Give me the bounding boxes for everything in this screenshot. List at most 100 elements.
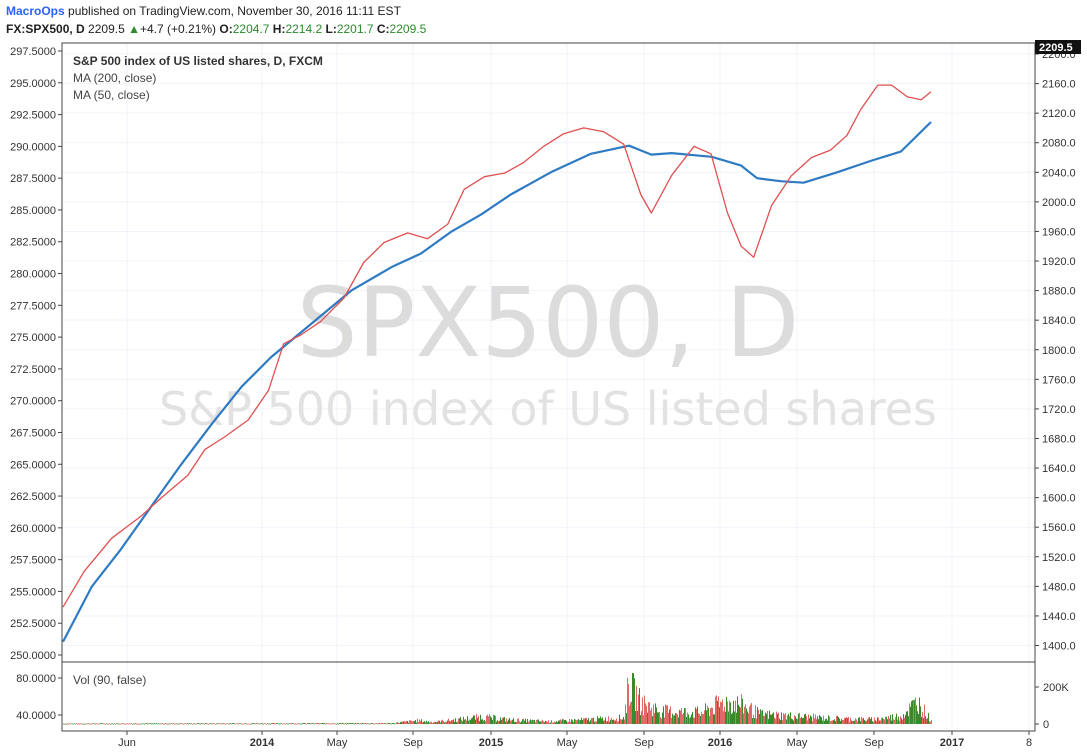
volume-bar — [202, 723, 203, 725]
volume-bar — [401, 721, 402, 724]
volume-bar — [131, 723, 132, 725]
volume-bar — [243, 723, 244, 725]
volume-bar — [776, 711, 777, 724]
volume-bar — [855, 718, 856, 724]
right-tick-label: 1880.0 — [1042, 286, 1076, 298]
volume-bar — [372, 722, 373, 724]
volume-bar — [613, 719, 614, 724]
volume-bar — [258, 723, 259, 725]
volume-bar — [597, 716, 598, 724]
volume-bar — [341, 723, 342, 724]
volume-bar — [347, 723, 348, 724]
chart-legend: S&P 500 index of US listed shares, D, FX… — [73, 54, 323, 102]
volume-bar — [660, 717, 661, 724]
legend-ma50[interactable]: MA (50, close) — [73, 88, 150, 102]
volume-bar — [275, 723, 276, 725]
volume-bar — [718, 696, 719, 724]
volume-bar — [659, 712, 660, 724]
volume-bar — [821, 717, 822, 724]
volume-bar — [420, 720, 421, 724]
volume-bar — [615, 720, 616, 724]
volume-bar — [565, 719, 566, 724]
volume-bar — [907, 711, 908, 724]
volume-bar — [914, 700, 915, 724]
volume-bar — [114, 723, 115, 725]
volume-bar — [424, 721, 425, 724]
volume-bar — [632, 672, 633, 724]
volume-bar — [171, 723, 172, 725]
volume-bar — [443, 720, 444, 724]
left-tick-label: 257.5000 — [10, 555, 56, 567]
volume-bar — [576, 720, 577, 724]
volume-bar — [591, 718, 592, 724]
volume-bar — [825, 719, 826, 724]
volume-bar — [709, 715, 710, 724]
volume-bar — [495, 716, 496, 724]
volume-bar — [594, 721, 595, 724]
volume-bar — [696, 709, 697, 724]
volume-bar — [306, 723, 307, 725]
volume-bar — [867, 719, 868, 724]
volume-bar — [707, 705, 708, 724]
time-axis[interactable]: Jun 2014 May Sep 2015 May Sep 2016 May Sep 2017 8 — [118, 731, 1032, 749]
volume-bar — [129, 723, 130, 725]
volume-bar — [813, 713, 814, 724]
volume-bar — [240, 723, 241, 725]
volume-bar — [570, 722, 571, 724]
right-price-axis[interactable]: 2200.02160.02120.02080.02040.02000.01960… — [1035, 49, 1076, 653]
volume-bar — [736, 712, 737, 724]
left-price-axis[interactable]: 297.5000 295.0000 292.5000 290.0000 287.5000… — [10, 46, 62, 662]
volume-bar — [381, 722, 382, 724]
volume-bar — [531, 720, 532, 724]
volume-bar — [325, 723, 326, 725]
legend-ma200[interactable]: MA (200, close) — [73, 71, 156, 85]
volume-bar — [318, 723, 319, 724]
volume-bar — [405, 721, 406, 724]
volume-bar — [503, 717, 504, 724]
volume-bar — [136, 723, 137, 725]
volume-bar — [929, 721, 930, 724]
volume-bar — [363, 723, 364, 725]
volume-bar — [506, 718, 507, 724]
volume-bar — [692, 711, 693, 724]
volume-bar — [902, 719, 903, 724]
volume-bar — [272, 723, 273, 724]
volume-bar — [790, 712, 791, 724]
volume-bar — [911, 701, 912, 724]
volume-bar — [702, 714, 703, 724]
volume-bar — [461, 719, 462, 724]
volume-bar — [474, 715, 475, 724]
volume-bar — [904, 717, 905, 724]
volume-bar — [745, 704, 746, 724]
volume-bar — [437, 721, 438, 724]
volume-bar — [342, 722, 343, 724]
volume-bar — [663, 706, 664, 724]
volume-legend[interactable]: Vol (90, false) — [73, 673, 146, 687]
volume-bar — [330, 723, 331, 725]
volume-bar — [449, 720, 450, 724]
volume-bar — [483, 720, 484, 724]
volume-bar — [254, 723, 255, 725]
volume-bar — [882, 717, 883, 724]
volume-bar — [390, 723, 391, 725]
volume-bar — [182, 723, 183, 725]
volume-bar — [733, 700, 734, 724]
volume-bar — [631, 701, 632, 724]
volume-bar — [77, 723, 78, 725]
volume-bar — [746, 708, 747, 724]
volume-bar — [400, 722, 401, 724]
volume-bar — [810, 715, 811, 724]
volume-bar — [415, 719, 416, 724]
volume-bar — [803, 718, 804, 724]
time-tick-label: Sep — [403, 737, 423, 749]
volume-bar — [668, 712, 669, 724]
volume-bar — [769, 710, 770, 724]
volume-bar — [773, 712, 774, 724]
volume-bar — [387, 723, 388, 725]
volume-bar — [701, 711, 702, 724]
volume-bar — [671, 718, 672, 724]
high-value: 2214.2 — [285, 22, 323, 36]
volume-bar — [815, 714, 816, 724]
author-name[interactable]: MacroOps — [6, 4, 65, 18]
